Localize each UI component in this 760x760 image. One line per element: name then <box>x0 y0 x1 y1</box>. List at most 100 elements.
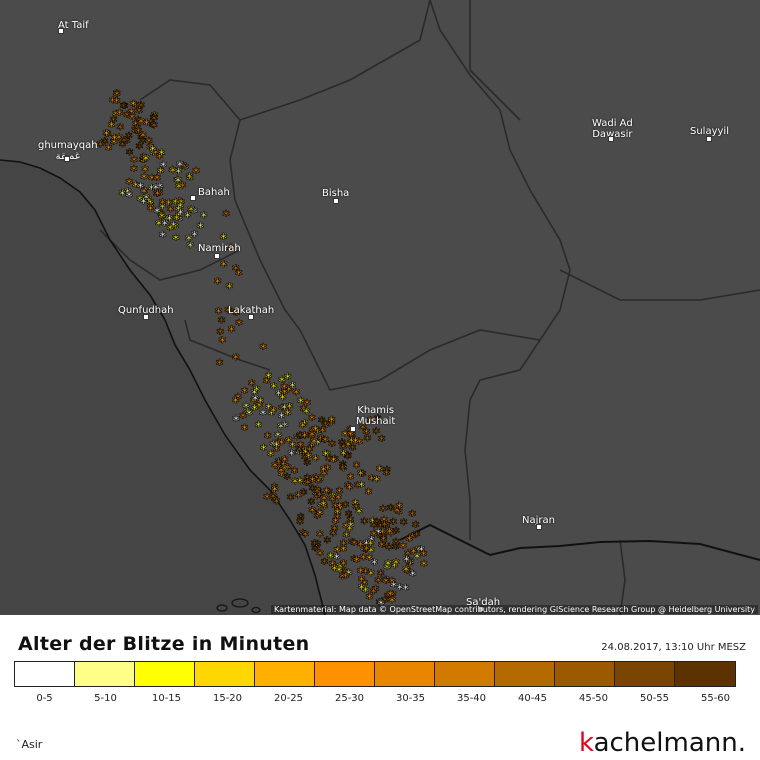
lightning-strike: * <box>255 420 263 436</box>
lightning-strike: * <box>139 135 147 151</box>
kachelmann-logo[interactable]: kachelmann. <box>579 728 746 758</box>
lightning-strike: * <box>338 437 346 453</box>
city-marker <box>58 28 64 34</box>
city-marker <box>333 198 339 204</box>
city-label: Khamis Mushait <box>356 405 396 427</box>
city-label: Najran <box>522 515 555 526</box>
lightning-strike: * <box>404 566 412 582</box>
lightning-strike: * <box>373 474 381 490</box>
lightning-strike: * <box>145 194 153 210</box>
lightning-strike: * <box>190 206 198 222</box>
lightning-strike: * <box>344 451 352 467</box>
lightning-strike: * <box>310 436 318 452</box>
lightning-strike: * <box>277 421 285 437</box>
lightning-strike: * <box>409 531 417 547</box>
lightning-strike: * <box>367 538 375 554</box>
lightning-strike: * <box>316 548 324 564</box>
lightning-strike: * <box>289 380 297 396</box>
lightning-strike: * <box>299 527 307 543</box>
lightning-strike: * <box>400 517 408 533</box>
lightning-strike: * <box>334 512 342 528</box>
lightning-strike: * <box>159 197 167 213</box>
lightning-strike: * <box>383 562 391 578</box>
lightning-strike: * <box>387 528 395 544</box>
legend-swatch-45-50 <box>555 662 615 686</box>
lightning-strike: * <box>175 166 183 182</box>
lightning-strike: * <box>273 440 281 456</box>
map-canvas: ********** ****** ******** ****************… <box>0 0 760 615</box>
lightning-strike: * <box>227 243 235 259</box>
lightning-strike: * <box>322 448 330 464</box>
lightning-strike: * <box>320 499 328 515</box>
lightning-strike: * <box>265 402 273 418</box>
lightning-strike: * <box>275 462 283 478</box>
lightning-strike: * <box>314 511 322 527</box>
lightning-strike: * <box>309 474 317 490</box>
lightning-strike: * <box>377 520 385 536</box>
lightning-strike: * <box>316 507 324 523</box>
lightning-strike: * <box>220 232 228 248</box>
lightning-strike: * <box>396 582 404 598</box>
lightning-strike: * <box>176 159 184 175</box>
lightning-strike: * <box>278 411 286 427</box>
lightning-strike: * <box>344 480 352 496</box>
lightning-strike: * <box>279 392 287 408</box>
lightning-strike: * <box>320 493 328 509</box>
lightning-strike: * <box>320 468 328 484</box>
lightning-strike: * <box>257 395 265 411</box>
lightning-strike: * <box>392 526 400 542</box>
lightning-strike: * <box>379 504 387 520</box>
lightning-strike: * <box>140 185 148 201</box>
lightning-strike: * <box>328 414 336 430</box>
legend-swatch-15-20 <box>195 662 255 686</box>
lightning-strike: * <box>110 115 118 131</box>
lightning-strike: * <box>158 211 166 227</box>
lightning-strike: * <box>329 494 337 510</box>
lightning-strike: * <box>105 143 113 159</box>
lightning-strike: * <box>344 439 352 455</box>
lightning-strike: * <box>362 566 370 582</box>
lightning-strike: * <box>128 107 136 123</box>
lightning-strike: * <box>375 575 383 591</box>
lightning-strike: * <box>140 186 148 202</box>
lightning-strike: * <box>309 505 317 521</box>
legend-label-30-35: 30-35 <box>395 693 426 704</box>
lightning-strike: * <box>151 110 159 126</box>
lightning-strike: * <box>155 218 163 234</box>
legend-label-10-15: 10-15 <box>151 693 182 704</box>
lightning-strike: * <box>232 306 240 322</box>
lightning-strike: * <box>318 415 326 431</box>
lightning-strike: * <box>155 182 163 198</box>
lightning-strike: * <box>278 469 286 485</box>
lightning-strike: * <box>344 450 352 466</box>
lightning-strike: * <box>157 208 165 224</box>
lightning-strike: * <box>364 433 372 449</box>
lightning-strike: * <box>156 187 164 203</box>
lightning-strike: * <box>407 557 415 573</box>
lightning-strike: * <box>322 418 330 434</box>
lightning-strike: * <box>301 430 309 446</box>
lightning-strike: * <box>112 109 120 125</box>
lightning-strike: * <box>359 469 367 485</box>
legend-label-50-55: 50-55 <box>639 693 670 704</box>
lightning-strike: * <box>176 214 184 230</box>
lightning-strike: * <box>409 569 417 585</box>
lightning-strike: * <box>302 446 310 462</box>
lightning-strike: * <box>157 166 165 182</box>
lightning-strike: * <box>383 575 391 591</box>
lightning-strike: * <box>312 453 320 469</box>
lightning-strike: * <box>275 456 283 472</box>
lightning-map[interactable]: * * * * * * * * * * * * * * * * * * * * * * * * * * * * * * * * * * * * * * * *… <box>0 0 760 615</box>
lightning-strike: * <box>253 384 261 400</box>
lightning-strike: * <box>244 406 252 422</box>
lightning-strike: * <box>132 126 140 142</box>
lightning-strike: * <box>304 472 312 488</box>
lightning-strike: * <box>370 529 378 545</box>
lightning-strike: * <box>348 430 356 446</box>
lightning-strike: * <box>348 537 356 553</box>
lightning-strike: * <box>126 147 134 163</box>
map-attribution[interactable]: Kartenmaterial: Map data © OpenStreetMap… <box>270 605 758 614</box>
lightning-strike: * <box>142 192 150 208</box>
lightning-strike: * <box>347 429 355 445</box>
lightning-strike: * <box>312 424 320 440</box>
